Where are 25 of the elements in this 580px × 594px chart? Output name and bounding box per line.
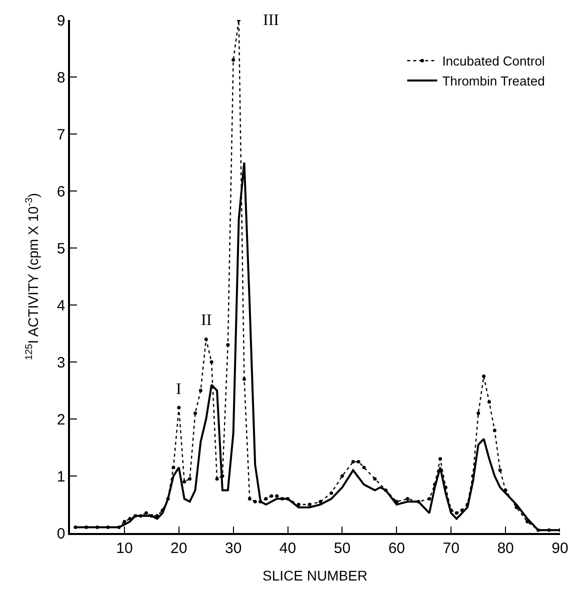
y-tick-label: 9 xyxy=(56,12,66,30)
y-tick-label: 6 xyxy=(56,183,66,200)
annotation: I xyxy=(176,381,182,398)
y-tick-label: 3 xyxy=(56,354,66,372)
x-tick-label: 70 xyxy=(442,540,460,557)
x-tick-label: 90 xyxy=(552,540,568,557)
y-tick-label: 7 xyxy=(56,126,66,144)
annotation: II xyxy=(201,312,212,329)
y-tick-label: 2 xyxy=(56,411,66,428)
annotation: III xyxy=(263,12,279,29)
x-axis-title: SLICE NUMBER xyxy=(262,568,368,584)
x-tick-label: 60 xyxy=(388,540,406,557)
x-tick-label: 10 xyxy=(116,540,133,557)
x-tick-label: 30 xyxy=(224,540,242,557)
y-tick-label: 8 xyxy=(56,69,66,86)
x-tick-label: 20 xyxy=(170,540,188,557)
y-tick-label: 0 xyxy=(56,525,66,542)
legend-label: Incubated Control xyxy=(442,54,545,69)
y-tick-label: 4 xyxy=(56,297,66,314)
x-tick-label: 50 xyxy=(334,540,351,557)
x-tick-label: 80 xyxy=(497,540,514,557)
x-tick-label: 40 xyxy=(279,540,296,557)
y-tick-label: 5 xyxy=(56,240,66,258)
legend-label: Thrombin Treated xyxy=(442,74,545,89)
y-tick-label: 1 xyxy=(56,468,66,486)
